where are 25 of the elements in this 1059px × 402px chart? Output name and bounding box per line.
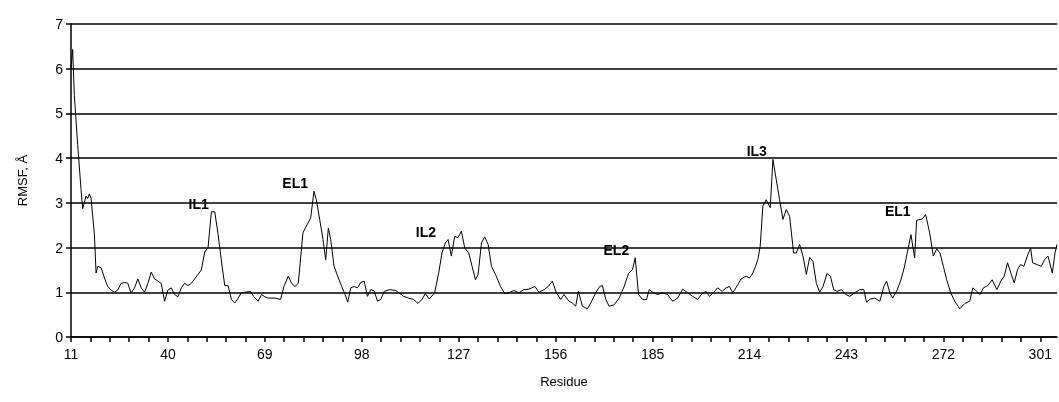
y-tick-label: 7: [55, 16, 64, 32]
x-tick-label: 214: [737, 346, 762, 362]
x-tick-label: 40: [160, 346, 176, 362]
x-tick-label: 301: [1028, 346, 1053, 362]
annotation: EL1: [282, 175, 309, 192]
x-tick-label: 11: [63, 346, 79, 362]
x-tick-label: 98: [354, 346, 370, 362]
x-tick-label: 69: [257, 346, 273, 362]
y-tick-label: 3: [55, 194, 64, 211]
y-tick-label: 4: [55, 150, 64, 167]
y-axis-title: RMSF, Å: [15, 154, 30, 207]
y-tick-label: 6: [55, 60, 64, 77]
annotation: IL3: [746, 143, 768, 160]
annotation: IL2: [415, 223, 437, 240]
y-tick-label: 0: [55, 329, 64, 345]
x-tick-label: 272: [931, 346, 956, 362]
y-tick-label: 1: [55, 284, 64, 301]
y-tick-label: 5: [55, 105, 64, 122]
x-tick-label: 156: [543, 346, 568, 362]
x-axis-title: Residue: [540, 374, 588, 389]
annotation: EL1: [884, 202, 911, 219]
x-tick-label: 243: [834, 346, 859, 362]
x-tick-label: 185: [640, 346, 665, 362]
y-tick-label: 2: [55, 239, 64, 256]
x-tick-label: 127: [447, 346, 471, 362]
